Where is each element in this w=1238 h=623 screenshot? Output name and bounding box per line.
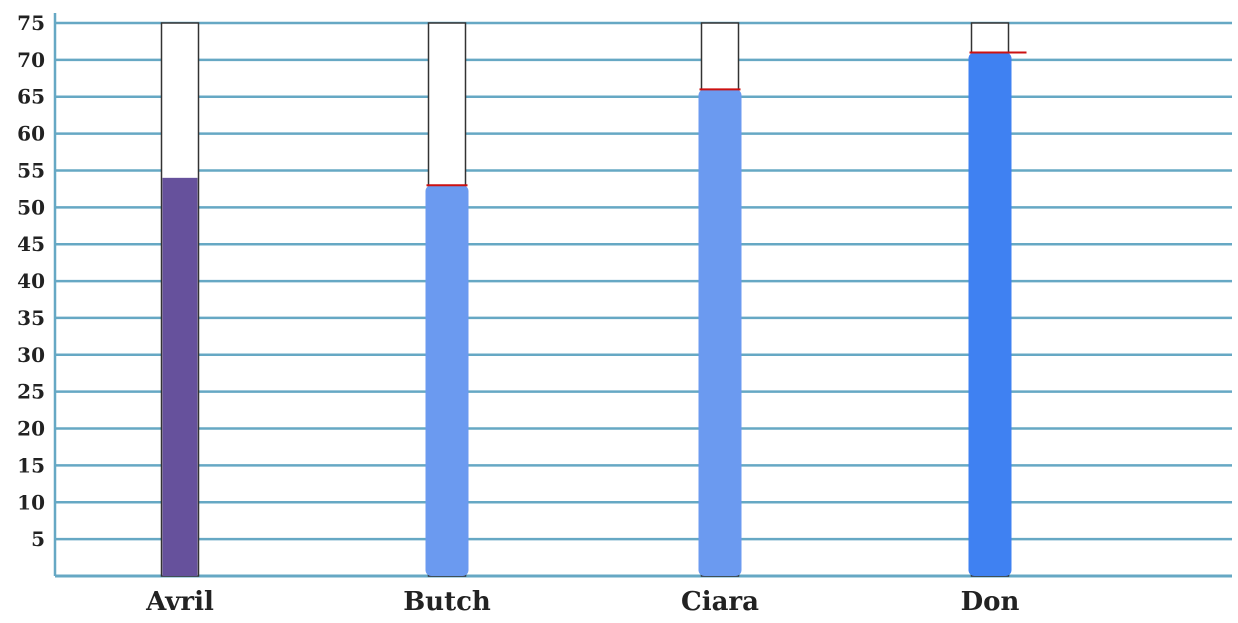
y-tick-label: 25 <box>17 380 45 404</box>
category-label-butch: Butch <box>403 587 491 617</box>
y-tick-label: 35 <box>17 306 45 330</box>
y-tick-label: 60 <box>17 122 45 146</box>
y-tick-label: 45 <box>17 232 45 256</box>
bar-ciara <box>698 89 742 577</box>
y-tick-label: 75 <box>17 11 45 35</box>
y-tick-label: 50 <box>17 195 45 219</box>
y-tick-label: 65 <box>17 85 45 109</box>
category-label-avril: Avril <box>145 587 214 617</box>
y-tick-label: 70 <box>17 48 45 72</box>
bar-avril <box>162 177 198 576</box>
y-tick-label: 20 <box>17 417 45 441</box>
y-tick-label: 30 <box>17 343 45 367</box>
y-tick-label: 10 <box>17 490 45 514</box>
y-tick-label: 40 <box>17 269 45 293</box>
category-label-don: Don <box>961 587 1020 617</box>
bar-don <box>968 52 1012 576</box>
y-tick-label: 5 <box>31 527 45 551</box>
y-tick-label: 15 <box>17 453 45 477</box>
y-tick-label: 55 <box>17 158 45 182</box>
category-label-ciara: Ciara <box>681 587 759 617</box>
bar-butch <box>425 185 469 577</box>
